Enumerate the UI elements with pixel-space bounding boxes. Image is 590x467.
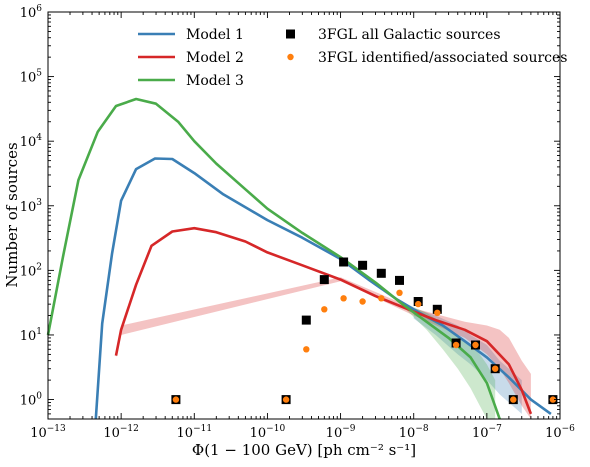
y-axis-label: Number of sources	[3, 142, 21, 287]
x-tick-label: 10−6	[545, 424, 575, 441]
x-tick-label: 10−8	[399, 424, 429, 441]
model-2-line	[114, 226, 533, 415]
x-tick-label: 10−9	[326, 424, 356, 441]
y-tick-label: 101	[20, 327, 42, 344]
axis-ticks	[47, 11, 561, 420]
model-3-band	[402, 302, 496, 419]
3fgl-identified-associated-sources-point	[303, 346, 310, 353]
model-2-legend-label: Model 2	[186, 50, 244, 66]
model-3-legend-label: Model 3	[186, 73, 244, 89]
3fgl-all-galactic-sources-point	[301, 315, 311, 325]
3fgl-all-galactic-sources-point	[319, 275, 329, 285]
x-tick-label: 10−13	[30, 424, 66, 441]
3fgl-identified-associated-sources-point	[434, 309, 441, 316]
y-tick-label: 105	[20, 69, 43, 86]
3fgl-all-galactic-sources-point	[339, 257, 349, 267]
y-tick-label: 100	[20, 392, 43, 409]
3fgl-identified-associated-sources-point	[492, 365, 499, 372]
y-tick-label: 106	[20, 4, 43, 21]
axis-tick-labels: 10−13 10−12 10−11 10−10 10−9 10−8 10−7 10−6 100 1…	[20, 4, 575, 441]
3fgl-identified-associated-sources-point	[396, 289, 403, 296]
x-tick-label: 10−11	[177, 424, 213, 441]
x-axis-label: Φ(1 − 100 GeV) [ph cm⁻² s⁻¹]	[192, 441, 416, 459]
3fgl-all-galactic-sources-point	[358, 260, 368, 270]
data-markers	[171, 257, 558, 405]
3fgl-identified-associated-sources-point	[282, 396, 290, 403]
3fgl-identified-associated-sources-point	[510, 396, 517, 403]
model-3-line	[46, 97, 501, 420]
model-1-legend-label: Model 1	[186, 27, 244, 43]
y-tick-label: 104	[20, 133, 43, 150]
3fgl-all-galactic-sources-legend-swatch	[286, 29, 295, 39]
3fgl-identified-associated-sources-legend-label: 3FGL identified/associated sources	[318, 50, 567, 66]
model-1-line	[94, 157, 552, 420]
x-tick-label: 10−7	[472, 424, 502, 441]
3fgl-identified-associated-sources-point	[472, 341, 479, 349]
3fgl-identified-associated-sources-legend-swatch	[287, 53, 294, 61]
3fgl-identified-associated-sources-point	[172, 396, 180, 403]
3fgl-all-galactic-sources-point	[432, 304, 442, 314]
model-lines	[46, 97, 552, 420]
x-tick-label: 10−10	[250, 424, 286, 441]
legend: Model 1 Model 2 Model 3 3FGL all Galactic s…	[138, 27, 567, 89]
3fgl-identified-associated-sources-point	[415, 300, 422, 308]
y-tick-label: 102	[20, 262, 42, 279]
3fgl-all-galactic-sources-point	[395, 275, 404, 285]
3fgl-identified-associated-sources-point	[340, 295, 347, 302]
x-tick-label: 10−12	[103, 424, 139, 441]
y-tick-label: 103	[20, 198, 43, 215]
uncertainty-bands	[116, 277, 531, 419]
model-1-band	[413, 308, 522, 414]
3fgl-all-galactic-sources-legend-label: 3FGL all Galactic sources	[318, 27, 501, 43]
3fgl-identified-associated-sources-point	[549, 396, 557, 403]
3fgl-identified-associated-sources-point	[321, 306, 328, 313]
3fgl-identified-associated-sources-point	[452, 341, 460, 349]
model-2-band	[116, 277, 531, 419]
3fgl-identified-associated-sources-point	[378, 295, 385, 302]
3fgl-identified-associated-sources-point	[359, 298, 366, 305]
3fgl-all-galactic-sources-point	[376, 268, 386, 278]
